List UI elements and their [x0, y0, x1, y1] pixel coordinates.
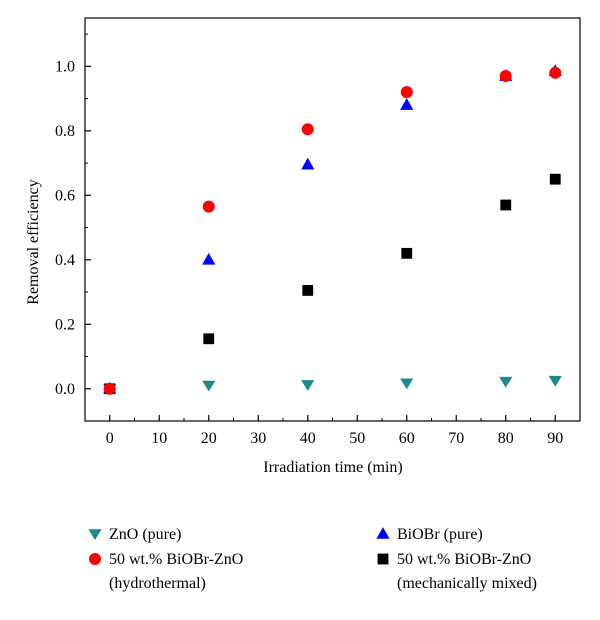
- data-point: [400, 98, 414, 110]
- data-point: [302, 285, 314, 296]
- y-tick-label: 1.0: [55, 58, 75, 75]
- y-tick-label: 0.6: [55, 187, 75, 204]
- series-triangle-up: [103, 64, 562, 394]
- data-point: [400, 378, 414, 390]
- y-tick-label: 0.8: [55, 123, 75, 140]
- data-point: [301, 380, 315, 391]
- legend-label: 50 wt.% BiOBr-ZnO: [109, 551, 243, 568]
- x-tick-label: 70: [448, 430, 464, 447]
- legend-marker: [89, 553, 101, 565]
- x-tick-label: 50: [349, 430, 365, 447]
- legend-marker: [376, 527, 390, 539]
- legend-label: 50 wt.% BiOBr-ZnO: [397, 551, 531, 568]
- data-point: [500, 199, 512, 211]
- x-axis-title: Irradiation time (min): [263, 459, 403, 476]
- data-point: [202, 252, 216, 265]
- x-axis: 0 10 20 30 40 50 60 70 80 90: [106, 415, 563, 447]
- legend-label: (mechanically mixed): [397, 575, 537, 592]
- data-point: [548, 375, 562, 387]
- series-square: [104, 173, 561, 395]
- legend-item: BiOBr (pure): [376, 526, 483, 543]
- data-point: [203, 333, 215, 345]
- data-point: [549, 66, 562, 79]
- x-tick-label: 40: [300, 430, 316, 447]
- legend-item: 50 wt.% BiOBr-ZnO (mechanically mixed): [377, 551, 537, 592]
- series-triangle-down: [103, 375, 562, 395]
- x-tick-label: 0: [106, 430, 114, 447]
- data-point: [400, 86, 413, 99]
- legend-marker: [377, 553, 389, 565]
- data-point: [401, 247, 413, 259]
- data-points: [103, 64, 562, 395]
- x-tick-label: 60: [399, 430, 415, 447]
- y-tick-label: 0.2: [55, 316, 75, 333]
- y-tick-label: 0.4: [55, 252, 75, 269]
- x-tick-label: 30: [250, 430, 266, 447]
- x-tick-label: 10: [151, 430, 167, 447]
- data-point: [499, 376, 513, 388]
- data-point: [202, 200, 215, 213]
- x-tick-label: 90: [547, 430, 563, 447]
- legend-label: ZnO (pure): [109, 526, 181, 543]
- data-point: [301, 123, 314, 136]
- legend-item: 50 wt.% BiOBr-ZnO (hydrothermal): [89, 551, 243, 592]
- x-tick-label: 20: [201, 430, 217, 447]
- data-point: [202, 380, 216, 392]
- legend-marker: [88, 529, 102, 540]
- x-tick-label: 80: [498, 430, 514, 447]
- legend: ZnO (pure) BiOBr (pure) 50 wt.% BiOBr-ZnO (…: [88, 526, 537, 592]
- legend-item: ZnO (pure): [88, 526, 181, 543]
- y-axis: 0.0 0.2 0.4 0.6 0.8 1.0: [55, 33, 91, 422]
- y-axis-title: Removal efficiency: [25, 179, 42, 304]
- series-circle: [103, 66, 562, 395]
- data-point: [499, 70, 512, 83]
- data-point: [103, 382, 116, 395]
- legend-label: BiOBr (pure): [397, 526, 483, 543]
- y-tick-label: 0.0: [55, 381, 75, 398]
- data-point: [549, 173, 561, 185]
- data-point: [301, 157, 315, 170]
- legend-label: (hydrothermal): [109, 575, 206, 592]
